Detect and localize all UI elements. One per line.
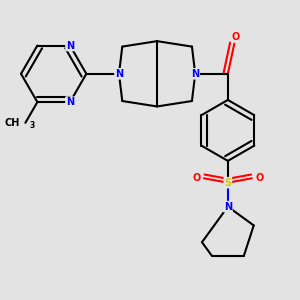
- Text: N: N: [66, 40, 74, 50]
- Text: N: N: [191, 69, 199, 79]
- Text: N: N: [66, 97, 74, 107]
- Text: N: N: [224, 202, 232, 212]
- Text: S: S: [224, 178, 231, 188]
- Text: CH: CH: [4, 118, 20, 128]
- Text: O: O: [231, 32, 240, 42]
- Text: N: N: [115, 69, 123, 79]
- Text: O: O: [255, 173, 263, 183]
- Text: O: O: [192, 173, 200, 183]
- Text: 3: 3: [29, 121, 34, 130]
